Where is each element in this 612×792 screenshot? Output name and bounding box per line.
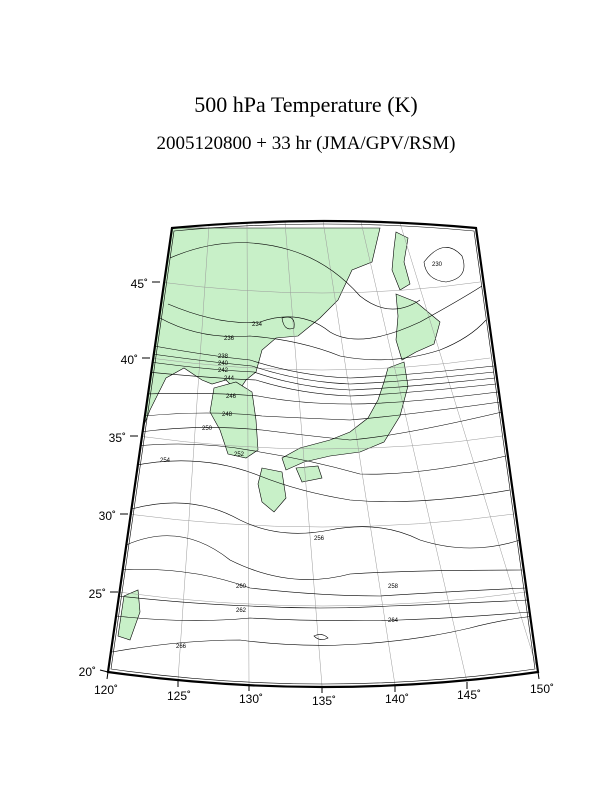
lat-label-30: 30˚ (99, 509, 116, 523)
contour-240 (151, 353, 495, 385)
contour-label-240: 240 (218, 361, 229, 367)
contour-234 (169, 242, 421, 310)
contour-262 (117, 595, 529, 609)
latitude-labels: 20˚ 25˚ 30˚ 35˚ 40˚ 45˚ (79, 277, 148, 679)
graticule-lon-150 (399, 222, 538, 679)
graticule-lon-135 (284, 221, 323, 687)
contour-260 (119, 569, 527, 597)
contour-label-230: 230 (432, 262, 443, 268)
lat-label-45: 45˚ (131, 277, 148, 291)
contour-label-246: 246 (226, 394, 237, 400)
contour-230 (423, 247, 465, 283)
landmass-korea (209, 381, 259, 459)
graticule-lon-140 (322, 221, 396, 686)
land-layer (108, 227, 441, 641)
contour-label-252: 252 (234, 452, 245, 458)
map-title: 500 hPa Temperature (K) (194, 92, 418, 117)
graticule-lon-130 (246, 222, 250, 685)
lat-label-35: 35˚ (109, 431, 126, 445)
lon-label-125: 125˚ (167, 689, 191, 703)
graticule-lon-145 (360, 221, 468, 683)
contour-238 (153, 345, 495, 379)
graticule-lon-125 (177, 225, 210, 681)
longitude-labels: 120˚ 125˚ 130˚ 135˚ 140˚ 145˚ 150˚ (94, 682, 554, 708)
contour-254 (131, 460, 511, 502)
map-frame (106, 219, 540, 689)
contour-248 (143, 401, 501, 421)
tick-lat-20 (99, 669, 109, 673)
contour-252 (135, 443, 507, 475)
contour-label-248: 248 (222, 412, 233, 418)
lon-label-150: 150˚ (530, 682, 554, 696)
tick-marks (99, 281, 540, 693)
lon-label-120: 120˚ (94, 683, 118, 697)
contour-244 (147, 371, 497, 397)
contour-236 (167, 285, 483, 340)
contour-label-264: 264 (388, 618, 399, 624)
contour-label-244: 244 (224, 376, 235, 382)
tick-lon-150 (537, 671, 540, 680)
lon-label-145: 145˚ (457, 688, 481, 702)
contour-234-loop (281, 316, 295, 330)
contour-label-260: 260 (236, 584, 247, 590)
lat-label-20: 20˚ (79, 665, 96, 679)
landmass-honshu (281, 361, 409, 471)
contour-label-254: 254 (160, 458, 171, 464)
landmass-hainan-coast (108, 551, 119, 607)
graticule-lat-45 (159, 281, 481, 294)
contour-236-b (159, 317, 487, 361)
map-content: 230 234 236 238 240 242 244 246 248 250 … (108, 221, 538, 687)
contour-label-266: 266 (176, 644, 187, 650)
lon-label-130: 130˚ (239, 692, 263, 706)
contour-lines (111, 242, 535, 653)
landmass-sakhalin (391, 231, 411, 291)
contour-264 (115, 611, 531, 621)
graticule (117, 221, 538, 687)
graticule-lat-30 (127, 513, 515, 528)
map-frame-inner (110, 223, 536, 685)
landmass-hokkaido (395, 293, 441, 361)
lon-label-140: 140˚ (385, 692, 409, 706)
contour-266-loop (313, 634, 329, 640)
contour-label-250: 250 (202, 426, 213, 432)
contour-label-234: 234 (252, 322, 263, 328)
contour-242 (149, 361, 496, 391)
graticule-lat-35 (137, 435, 503, 450)
contour-266 (111, 615, 535, 653)
contour-label-256: 256 (314, 536, 325, 542)
contour-label-236: 236 (224, 336, 235, 342)
contour-256 (127, 502, 521, 549)
graticule-lat-40 (149, 357, 491, 371)
landmass-kyushu (257, 467, 287, 513)
contour-label-258: 258 (388, 584, 399, 590)
contour-250 (139, 411, 503, 441)
landmass-shikoku (295, 465, 323, 483)
contour-label-242: 242 (218, 368, 229, 374)
graticule-lat-25 (117, 591, 527, 607)
contour-label-262: 262 (236, 608, 247, 614)
contour-258 (123, 535, 523, 580)
lon-label-135: 135˚ (312, 694, 336, 708)
lat-label-25: 25˚ (89, 587, 106, 601)
contour-labels: 230 234 236 238 240 242 244 246 248 250 … (160, 262, 443, 650)
contour-label-238: 238 (218, 354, 229, 360)
contour-246 (145, 391, 499, 405)
map-subtitle: 2005120800 + 33 hr (JMA/GPV/RSM) (156, 133, 456, 154)
landmass-taiwan (117, 589, 141, 641)
lat-label-40: 40˚ (121, 353, 138, 367)
tick-lon-120 (106, 671, 109, 680)
